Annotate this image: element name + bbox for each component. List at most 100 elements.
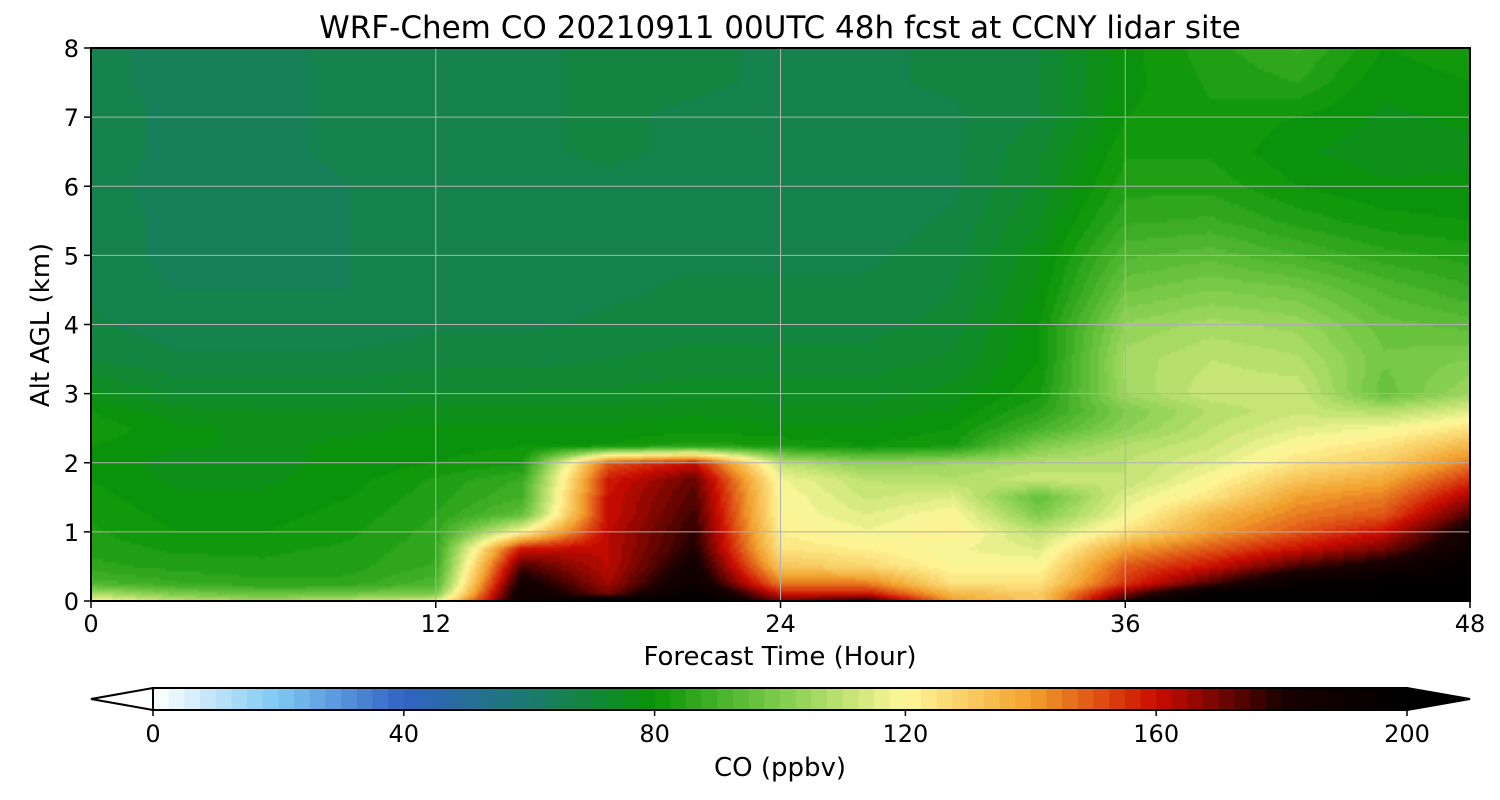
chart-title: WRF-Chem CO 20210911 00UTC 48h fcst at C… (319, 10, 1241, 46)
colorbar-segment (1250, 688, 1267, 710)
colorbar-segment (184, 688, 201, 710)
colorbar-segment (654, 688, 671, 710)
y-tick-label: 7 (64, 104, 79, 132)
y-tick-label: 8 (64, 35, 79, 63)
colorbar-tick-label: 40 (389, 720, 420, 748)
colorbar-segment (325, 688, 342, 710)
colorbar-segment (168, 688, 185, 710)
colorbar-segment (1030, 688, 1048, 710)
colorbar-segment (1375, 688, 1392, 710)
colorbar-segment (153, 688, 170, 710)
colorbar-segment (372, 688, 389, 710)
colorbar: 0 40 80 120 160 200 CO (ppbv) (90, 686, 1471, 783)
colorbar-segment (419, 688, 436, 710)
x-axis-label: Forecast Time (Hour) (643, 642, 916, 672)
x-tick-label: 36 (1110, 610, 1141, 638)
colorbar-tick-label: 0 (145, 720, 160, 748)
colorbar-segment (513, 688, 530, 710)
y-tick-label: 1 (64, 519, 79, 547)
colorbar-segment (670, 688, 687, 710)
colorbar-segment (905, 688, 922, 710)
colorbar-segment (215, 688, 232, 710)
colorbar-segment (874, 688, 891, 710)
colorbar-segment (544, 688, 562, 710)
colorbar-segment (1124, 688, 1142, 710)
colorbar-segment (607, 688, 624, 710)
colorbar-segment (638, 688, 656, 710)
colorbar-segment (1344, 688, 1361, 710)
colorbar-segment (811, 688, 828, 710)
colorbar-segment (231, 688, 248, 710)
colorbar-segment (1156, 688, 1173, 710)
colorbar-segment (403, 688, 421, 710)
colorbar-tick-label: 160 (1133, 720, 1179, 748)
colorbar-segment (842, 688, 859, 710)
colorbar-segment (388, 688, 405, 710)
colorbar-segment (1062, 688, 1079, 710)
colorbar-segment (247, 688, 264, 710)
colorbar-segment (999, 688, 1016, 710)
colorbar-tick-label: 80 (639, 720, 670, 748)
colorbar-segment (278, 688, 295, 710)
colorbar-frame (152, 687, 1408, 711)
colorbar-segment (764, 688, 781, 710)
colorbar-segment (466, 688, 483, 710)
y-tick-label: 3 (64, 381, 79, 409)
colorbar-segment (732, 688, 750, 710)
x-tick-label: 24 (765, 610, 796, 638)
colorbar-segment (1140, 688, 1157, 710)
y-axis: 0 1 2 3 4 5 6 7 8 (64, 35, 91, 616)
colorbar-segment (591, 688, 609, 710)
colorbar-segment (780, 688, 797, 710)
colorbar-segment (717, 688, 734, 710)
colorbar-segment (623, 688, 640, 710)
colorbar-segment (560, 688, 577, 710)
colorbar-segment (341, 688, 358, 710)
grid-lines (91, 48, 1470, 601)
colorbar-max-extend (1406, 686, 1471, 712)
plot-area (90, 47, 1471, 602)
colorbar-segment (294, 688, 311, 710)
colorbar-segment (1265, 688, 1283, 710)
colorbar-segment (1297, 688, 1314, 710)
colorbar-segment (309, 688, 327, 710)
x-tick-label: 0 (83, 610, 98, 638)
colorbar-segment (921, 688, 938, 710)
colorbar-segment (858, 688, 875, 710)
colorbar-tick-label: 200 (1384, 720, 1430, 748)
colorbar-segment (936, 688, 954, 710)
colorbar-segment (1109, 688, 1126, 710)
y-tick-label: 5 (64, 242, 79, 270)
y-tick-label: 4 (64, 312, 79, 340)
colorbar-tick-label: 120 (882, 720, 928, 748)
colorbar-segment (1093, 688, 1110, 710)
colorbar-label: CO (ppbv) (714, 753, 846, 783)
colorbar-segment (1015, 688, 1032, 710)
colorbar-segments (153, 688, 1408, 710)
y-axis-label: Alt AGL (km) (26, 243, 56, 407)
colorbar-segment (1046, 688, 1063, 710)
colorbar-segment (827, 688, 844, 710)
colorbar-segment (685, 688, 703, 710)
x-tick-label: 12 (420, 610, 451, 638)
colorbar-segment (435, 688, 452, 710)
colorbar-segment (889, 688, 906, 710)
colorbar-min-extend (90, 686, 154, 712)
colorbar-segment (482, 688, 499, 710)
colorbar-segment (576, 688, 593, 710)
colorbar-segment (1203, 688, 1220, 710)
colorbar-segment (1171, 688, 1189, 710)
x-axis: 0 12 24 36 48 (83, 601, 1485, 638)
colorbar-segment (529, 688, 546, 710)
colorbar-segment (497, 688, 515, 710)
colorbar-segment (968, 688, 985, 710)
colorbar-segment (1187, 688, 1204, 710)
y-tick-label: 6 (64, 173, 79, 201)
y-tick-label: 2 (64, 450, 79, 478)
x-tick-label: 48 (1455, 610, 1486, 638)
colorbar-segment (450, 688, 468, 710)
colorbar-segment (1328, 688, 1345, 710)
colorbar-segment (1281, 688, 1298, 710)
colorbar-segment (795, 688, 812, 710)
